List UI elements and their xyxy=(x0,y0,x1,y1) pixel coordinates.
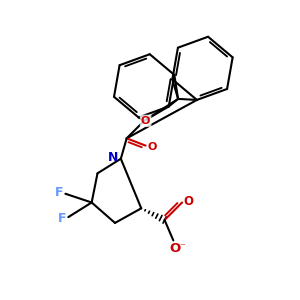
Text: F: F xyxy=(58,212,66,225)
Text: O: O xyxy=(184,194,194,208)
Text: O: O xyxy=(141,116,150,126)
Text: ⁻: ⁻ xyxy=(180,242,186,252)
Text: N: N xyxy=(108,151,119,164)
Text: F: F xyxy=(55,186,63,199)
Text: O: O xyxy=(147,142,157,152)
Text: O: O xyxy=(169,242,180,255)
